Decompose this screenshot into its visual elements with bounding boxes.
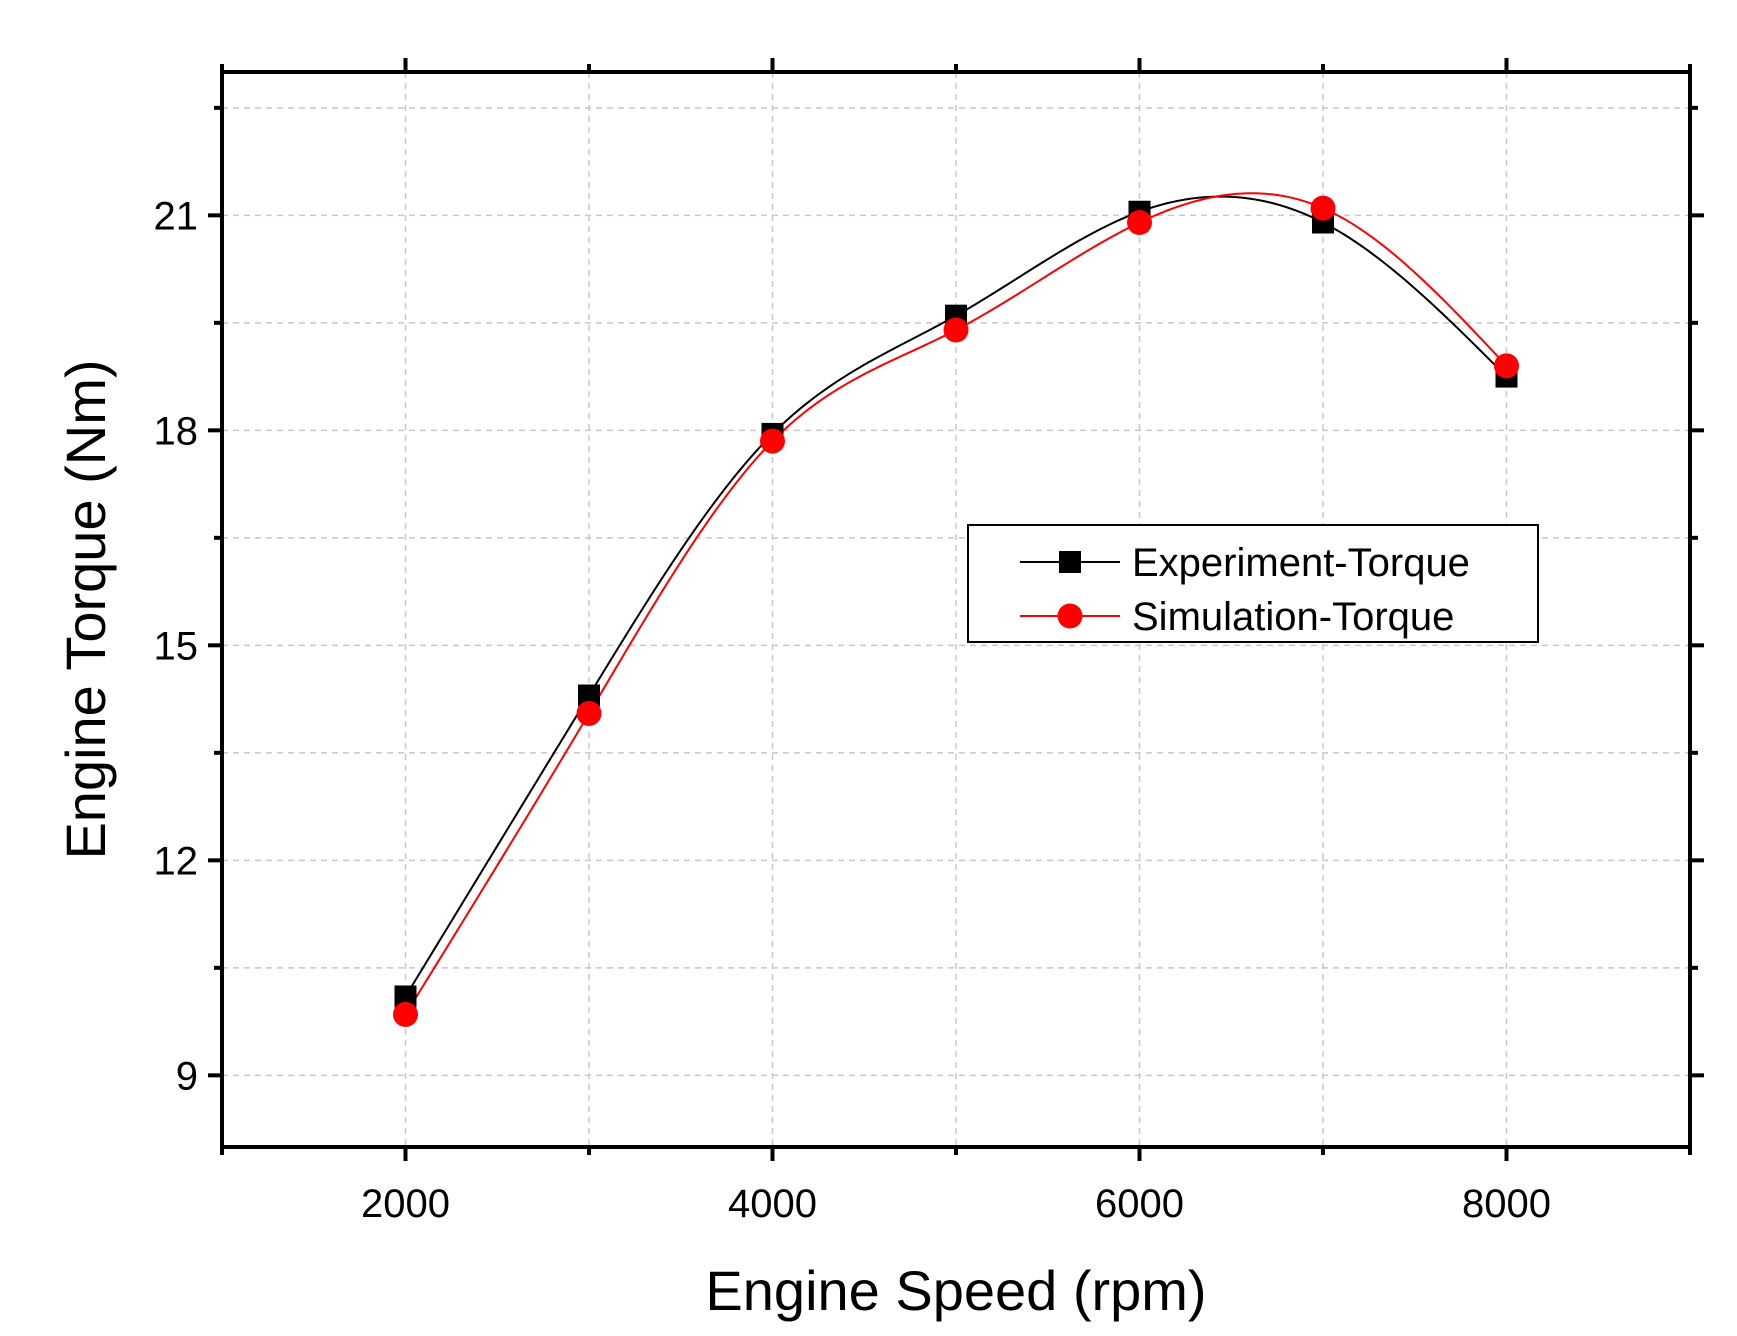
data-point-square: [578, 684, 600, 707]
data-point-circle: [576, 700, 602, 726]
y-tick-label: 15: [154, 624, 199, 668]
legend-entry: Experiment-Torque: [1020, 541, 1470, 585]
x-axis-title: Engine Speed (rpm): [705, 1259, 1206, 1322]
axis-ticks: [208, 58, 1704, 1161]
y-tick-label: 9: [176, 1054, 198, 1098]
data-point-circle: [1494, 353, 1519, 379]
legend-circle-icon: [1057, 603, 1083, 629]
series-layer: [393, 192, 1519, 1027]
legend-entry: Simulation-Torque: [1020, 595, 1454, 639]
x-tick-label: 8000: [1462, 1182, 1551, 1226]
legend: Experiment-Torque Simulation-Torque: [967, 524, 1539, 643]
y-tick-label: 12: [154, 839, 199, 883]
tick-labels: 2000 4000 6000 8000 9 12 15 18 21: [154, 194, 1551, 1226]
legend-square-icon: [1059, 551, 1081, 573]
x-tick-label: 6000: [1095, 1182, 1184, 1226]
x-tick-label: 4000: [728, 1182, 817, 1226]
legend-entries: Experiment-Torque Simulation-Torque: [1020, 541, 1470, 639]
data-point-circle: [760, 428, 785, 454]
data-point-circle: [943, 317, 969, 343]
y-axis-title: Engine Torque (Nm): [54, 359, 117, 859]
data-point-circle: [1310, 195, 1336, 221]
y-tick-label: 21: [154, 194, 199, 238]
markers-simulation-torque: [393, 195, 1519, 1027]
y-tick-label: 18: [154, 409, 199, 453]
data-point-circle: [1127, 210, 1152, 235]
legend-label: Simulation-Torque: [1132, 595, 1454, 639]
data-point-square: [394, 985, 417, 1008]
x-tick-label: 2000: [361, 1182, 450, 1226]
data-point-circle: [393, 1001, 418, 1027]
legend-label: Experiment-Torque: [1132, 541, 1470, 585]
